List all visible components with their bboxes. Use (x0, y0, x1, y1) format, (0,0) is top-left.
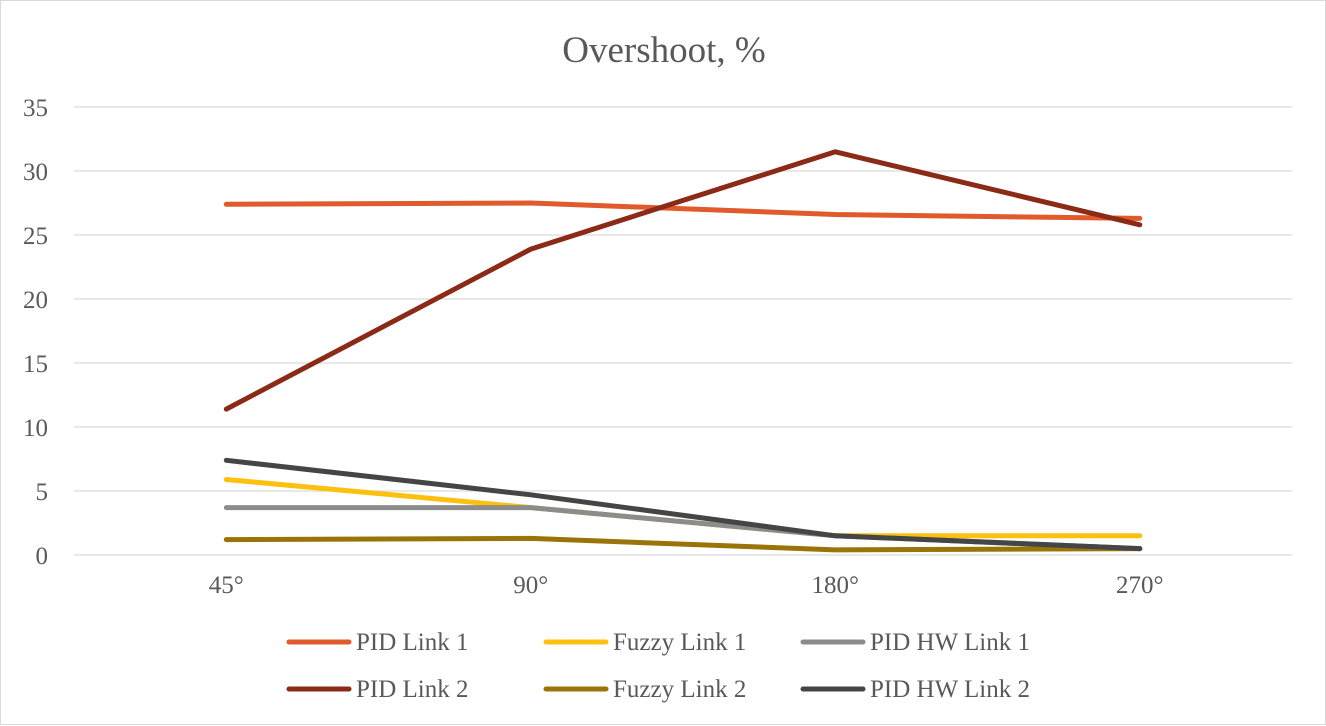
x-tick-label: 180° (812, 572, 860, 599)
y-tick-label: 30 (23, 159, 48, 186)
x-axis-ticks: 45° 90° 180° 270° (209, 572, 1164, 599)
legend-label: Fuzzy Link 2 (613, 676, 746, 703)
legend-label: PID HW Link 2 (870, 676, 1030, 703)
series-line-pid-link-2 (223, 149, 1143, 412)
legend-item: Fuzzy Link 1 (543, 629, 746, 656)
legend-label: PID HW Link 1 (870, 629, 1030, 656)
y-tick-label: 10 (23, 415, 48, 442)
chart-title: Overshoot, % (562, 30, 765, 71)
y-tick-label: 0 (36, 543, 49, 570)
legend-label: PID Link 1 (356, 629, 469, 656)
legend-item: PID Link 1 (286, 629, 469, 656)
series-line-fuzzy-link-2 (223, 535, 1143, 553)
gridlines (74, 106, 1292, 556)
legend-item: PID HW Link 2 (800, 676, 1030, 703)
y-tick-label: 20 (23, 287, 48, 314)
legend-item: PID HW Link 1 (800, 629, 1030, 656)
series-lines (223, 149, 1143, 553)
x-tick-label: 45° (209, 572, 244, 599)
legend-label: PID Link 2 (356, 676, 469, 703)
y-tick-label: 15 (23, 351, 48, 378)
series-line-pid-hw-link-2 (223, 457, 1143, 552)
x-tick-label: 90° (513, 572, 548, 599)
y-tick-label: 5 (36, 479, 49, 506)
series-line-pid-link-1 (223, 200, 1143, 221)
x-tick-label: 270° (1116, 572, 1164, 599)
y-axis-ticks: 0 5 10 15 20 25 30 35 (23, 95, 48, 570)
y-tick-label: 35 (23, 95, 48, 122)
y-tick-label: 25 (23, 223, 48, 250)
legend-item: Fuzzy Link 2 (543, 676, 746, 703)
legend-item: PID Link 2 (286, 676, 469, 703)
legend: PID Link 1 Fuzzy Link 1 PID HW Link 1 PID L… (286, 629, 1030, 703)
legend-label: Fuzzy Link 1 (613, 629, 746, 656)
